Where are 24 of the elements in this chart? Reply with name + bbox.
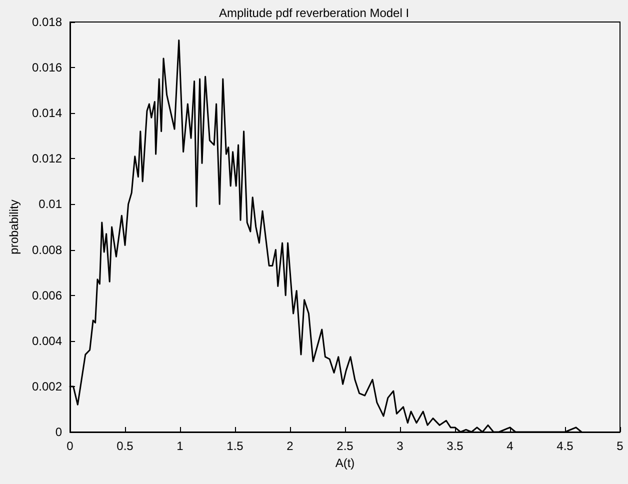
x-axis-title: A(t) <box>335 456 355 470</box>
x-tick-label: 3 <box>396 439 404 453</box>
x-tick-label: 4.5 <box>556 439 574 453</box>
x-tick-label: 1 <box>176 439 184 453</box>
chart-title: Amplitude pdf reverberation Model I <box>218 6 410 20</box>
y-tick-label: 0.006 <box>32 288 62 302</box>
y-tick-label: 0.01 <box>38 197 62 212</box>
x-tick-label: 5 <box>616 439 624 453</box>
y-tick-label: 0.008 <box>32 242 62 257</box>
x-tick-label: 0 <box>66 439 74 453</box>
y-axis-title: probability <box>7 200 21 254</box>
x-tick-label: 2.5 <box>336 439 354 453</box>
y-tick-label: 0.004 <box>32 334 62 348</box>
x-tick-label: 2 <box>286 439 294 453</box>
x-tick-label: 4 <box>506 439 514 453</box>
y-tick-label: 0.018 <box>32 15 62 29</box>
y-tick-label: 0 <box>55 425 62 439</box>
x-tick-label: 0.5 <box>116 439 134 453</box>
x-tick-label: 3.5 <box>446 439 464 453</box>
y-tick-label: 0.002 <box>32 379 62 394</box>
x-tick-label: 1.5 <box>226 439 244 453</box>
y-tick-label: 0.012 <box>32 152 62 166</box>
y-tick-label: 0.016 <box>32 60 62 75</box>
y-tick-label: 0.014 <box>32 106 62 120</box>
